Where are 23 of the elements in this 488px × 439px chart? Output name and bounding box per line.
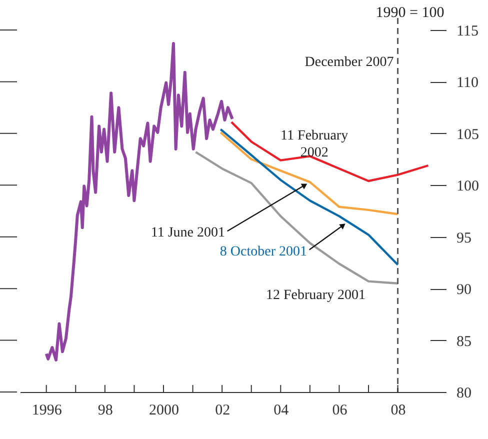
x-tick-label: 04 [274, 402, 290, 418]
x-tick-label: 02 [215, 402, 230, 418]
y-tick-label: 105 [456, 126, 479, 143]
text: 11 June 2001 [150, 226, 225, 241]
text: 8 October 2001 [220, 244, 307, 260]
y-tick-label: 90 [456, 282, 472, 298]
ref-line-label: December 2007 [304, 55, 394, 70]
y-tick-label: 95 [456, 230, 472, 246]
y-tick-label: 115 [456, 24, 478, 40]
text: 1990 = 100 [376, 5, 444, 21]
series-label: 11 February 2002 [280, 128, 348, 160]
y-tick-label: 100 [456, 178, 479, 195]
x-tick-label: 2000 [149, 402, 179, 418]
y-tick-label: 110 [456, 75, 478, 92]
x-tick-label: 06 [332, 402, 348, 418]
series-label: 12 February 2001 [266, 288, 366, 303]
x-tick-label: 1996 [32, 402, 62, 418]
x-tick-label: 98 [98, 402, 113, 418]
y-tick-label: 85 [456, 334, 472, 350]
y-tick-label: 80 [456, 386, 472, 402]
line-series [230, 120, 430, 182]
x-tick-label: 08 [390, 402, 406, 418]
line-series [220, 131, 399, 216]
